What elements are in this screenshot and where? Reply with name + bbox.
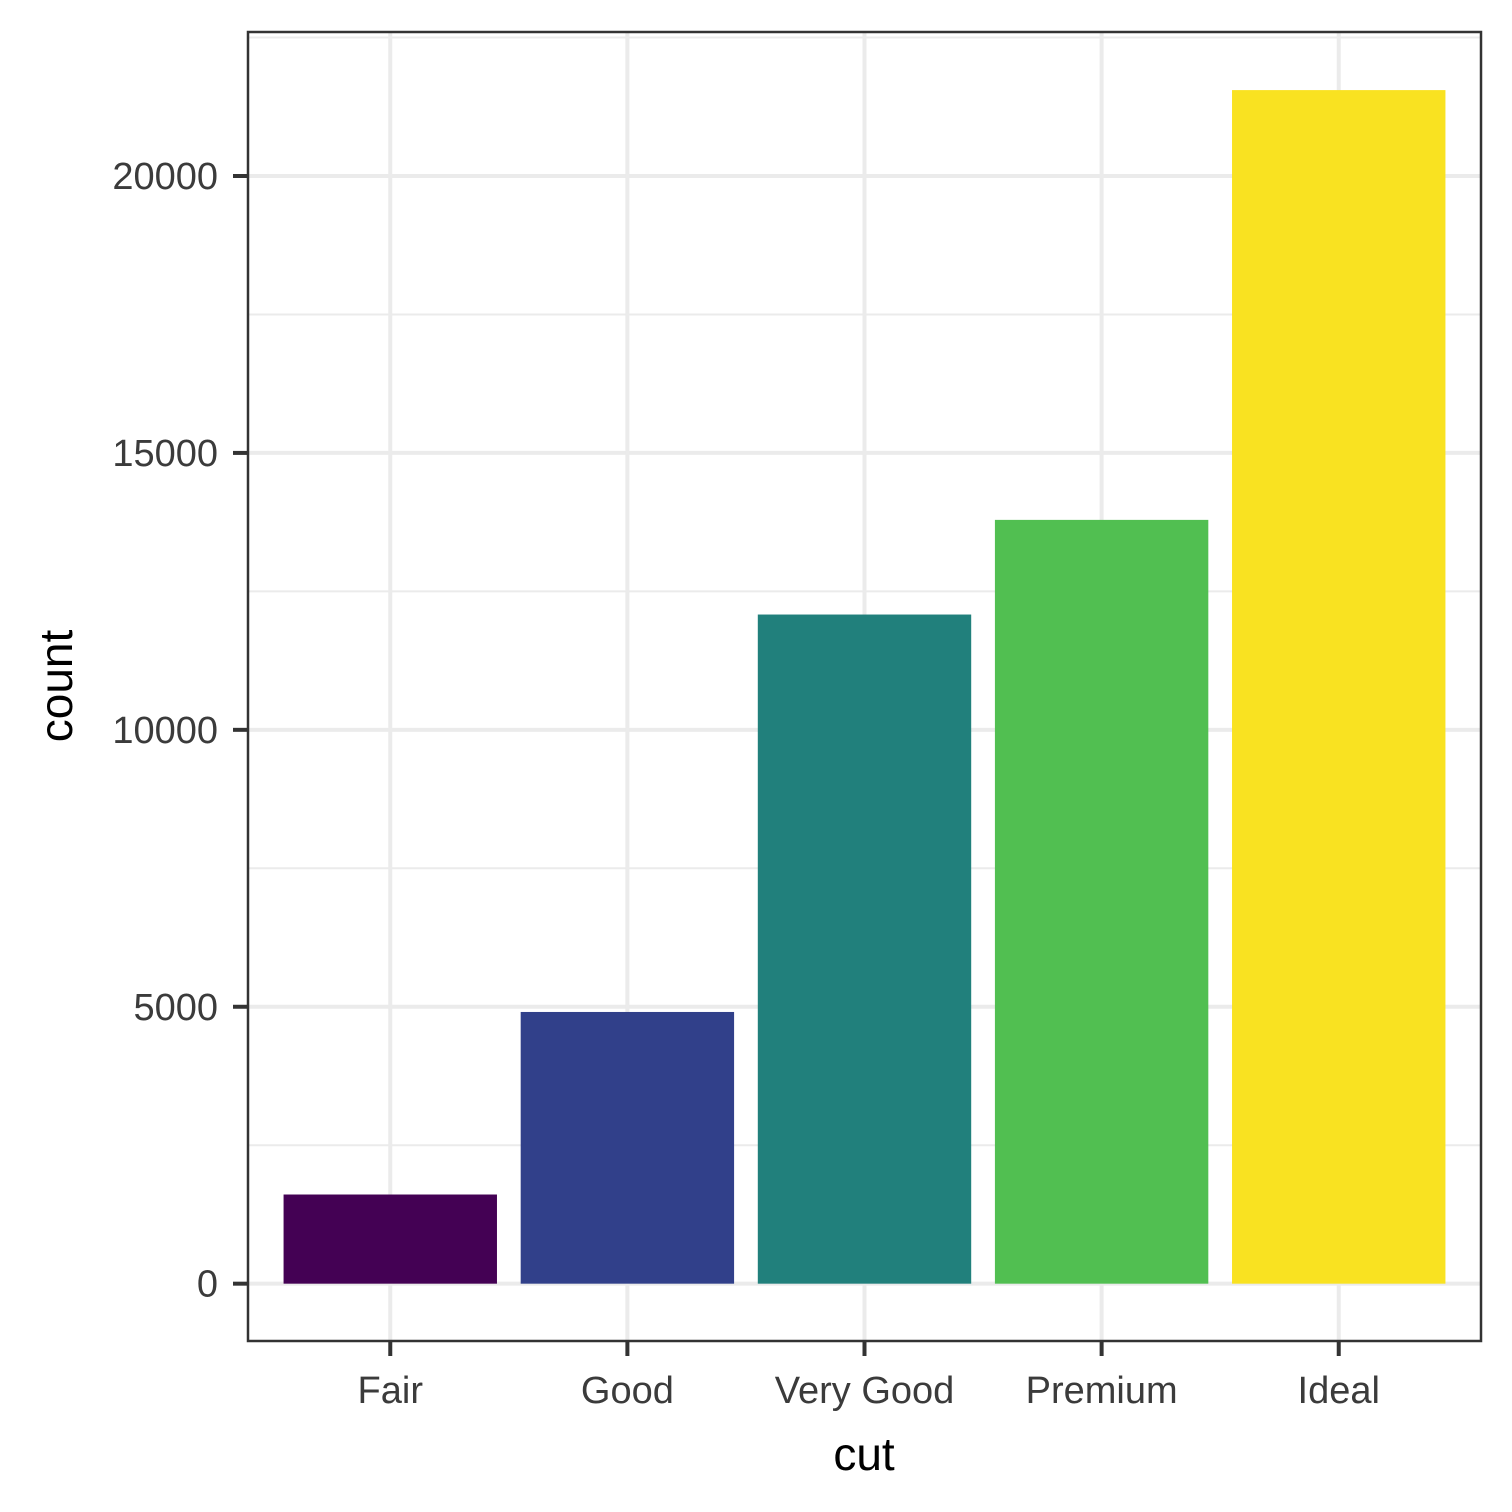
x-tick-label: Good [581,1370,674,1412]
y-axis-title: count [30,630,82,743]
bar-ideal [1232,90,1446,1284]
bars [283,90,1446,1284]
y-tick-label: 0 [197,1264,218,1306]
x-tick-label: Premium [1026,1370,1178,1412]
bar-fair [283,1194,497,1284]
x-tick-label: Very Good [775,1370,955,1412]
bar-good [520,1011,735,1284]
x-axis: Fair Good Very Good Premium Ideal [358,1341,1380,1412]
y-axis: 0 5000 10000 15000 20000 [112,156,248,1306]
x-tick-label: Fair [358,1370,424,1412]
y-tick-label: 15000 [112,433,218,475]
bar-very-good [757,614,972,1284]
bar-premium [994,519,1209,1284]
y-tick-label: 10000 [112,710,218,752]
x-axis-title: cut [833,1428,895,1480]
y-tick-label: 20000 [112,156,218,198]
x-tick-label: Ideal [1298,1370,1380,1412]
y-tick-label: 5000 [133,987,218,1029]
